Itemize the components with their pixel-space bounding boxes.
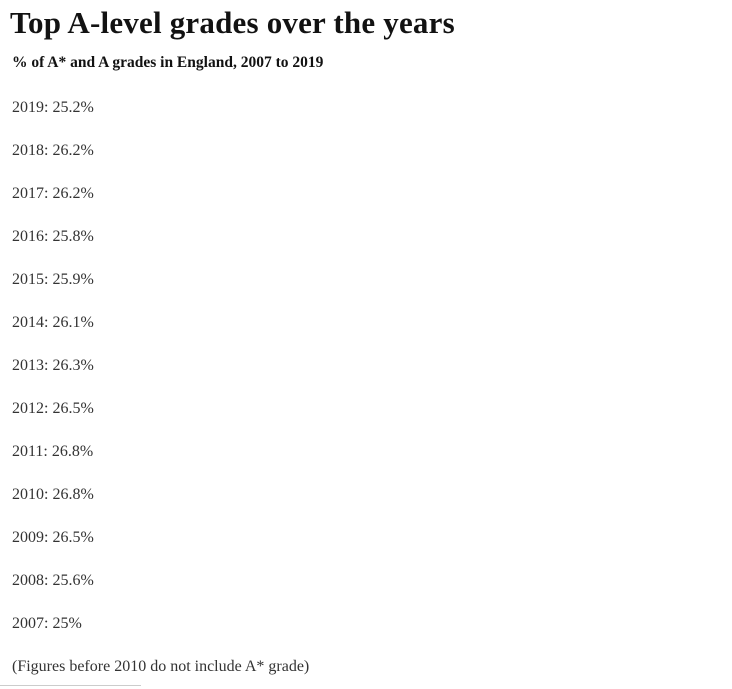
- grade-list-item: 2016: 25.8%: [12, 228, 94, 245]
- grade-list-item: 2015: 25.9%: [12, 271, 94, 288]
- grade-list-item: 2009: 26.5%: [12, 529, 94, 546]
- grade-list-item: 2007: 25%: [12, 615, 82, 632]
- bottom-divider: [0, 685, 141, 686]
- grade-list-item: 2014: 26.1%: [12, 314, 94, 331]
- grade-list-item: 2017: 26.2%: [12, 185, 94, 202]
- grade-list: 2019: 25.2% 2018: 26.2% 2017: 26.2% 2016: 2…: [0, 98, 732, 634]
- footnote: (Figures before 2010 do not include A* g…: [12, 658, 310, 675]
- page-title: Top A-level grades over the years: [10, 5, 455, 40]
- grade-list-item: 2019: 25.2%: [12, 99, 94, 116]
- page-subtitle: % of A* and A grades in England, 2007 to…: [12, 54, 324, 71]
- grade-list-item: 2013: 26.3%: [12, 357, 94, 374]
- grade-list-item: 2018: 26.2%: [12, 142, 94, 159]
- grade-list-item: 2008: 25.6%: [12, 572, 94, 589]
- grade-list-item: 2010: 26.8%: [12, 486, 94, 503]
- grade-list-item: 2011: 26.8%: [12, 443, 94, 460]
- grade-list-item: 2012: 26.5%: [12, 400, 94, 417]
